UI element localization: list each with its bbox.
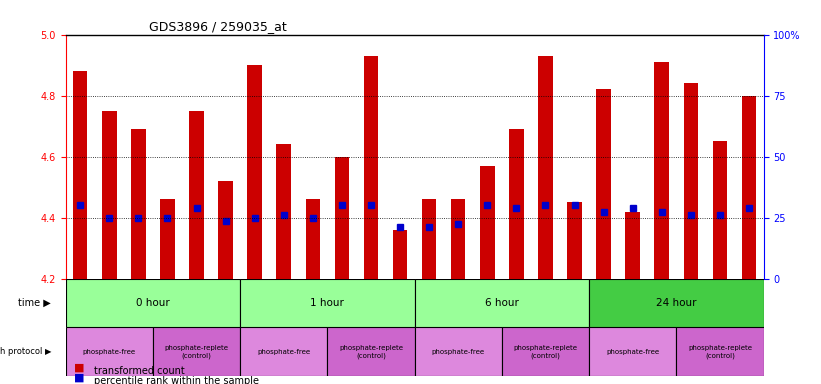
Bar bbox=[102, 111, 117, 279]
Bar bbox=[713, 141, 727, 279]
Bar bbox=[626, 212, 640, 279]
Text: phosphate-replete
(control): phosphate-replete (control) bbox=[339, 345, 403, 359]
Bar bbox=[422, 199, 437, 279]
Text: phosphate-replete
(control): phosphate-replete (control) bbox=[688, 345, 752, 359]
Bar bbox=[567, 202, 582, 279]
Text: percentile rank within the sample: percentile rank within the sample bbox=[94, 376, 259, 384]
Text: time ▶: time ▶ bbox=[18, 298, 51, 308]
Bar bbox=[654, 62, 669, 279]
Bar bbox=[335, 157, 349, 279]
FancyBboxPatch shape bbox=[677, 328, 764, 376]
FancyBboxPatch shape bbox=[589, 279, 764, 328]
Bar bbox=[451, 199, 466, 279]
Bar bbox=[741, 96, 756, 279]
Text: ■: ■ bbox=[74, 362, 85, 372]
Text: phosphate-free: phosphate-free bbox=[432, 349, 484, 355]
Text: phosphate-free: phosphate-free bbox=[83, 349, 135, 355]
Bar bbox=[190, 111, 204, 279]
Bar bbox=[277, 144, 291, 279]
FancyBboxPatch shape bbox=[66, 279, 241, 328]
FancyBboxPatch shape bbox=[241, 328, 328, 376]
Text: growth protocol ▶: growth protocol ▶ bbox=[0, 348, 51, 356]
Bar bbox=[596, 89, 611, 279]
Bar bbox=[73, 71, 88, 279]
Text: ■: ■ bbox=[74, 372, 85, 382]
Text: phosphate-replete
(control): phosphate-replete (control) bbox=[513, 345, 577, 359]
Bar bbox=[305, 199, 320, 279]
FancyBboxPatch shape bbox=[328, 328, 415, 376]
FancyBboxPatch shape bbox=[502, 328, 589, 376]
Bar bbox=[364, 56, 378, 279]
Text: 6 hour: 6 hour bbox=[485, 298, 519, 308]
FancyBboxPatch shape bbox=[415, 328, 502, 376]
FancyBboxPatch shape bbox=[415, 279, 589, 328]
Bar bbox=[247, 65, 262, 279]
Bar bbox=[160, 199, 175, 279]
Text: phosphate-replete
(control): phosphate-replete (control) bbox=[164, 345, 228, 359]
FancyBboxPatch shape bbox=[241, 279, 415, 328]
Bar bbox=[392, 230, 407, 279]
Text: 1 hour: 1 hour bbox=[310, 298, 344, 308]
FancyBboxPatch shape bbox=[589, 328, 677, 376]
Text: GDS3896 / 259035_at: GDS3896 / 259035_at bbox=[149, 20, 287, 33]
Bar bbox=[218, 181, 233, 279]
FancyBboxPatch shape bbox=[66, 328, 153, 376]
Text: phosphate-free: phosphate-free bbox=[606, 349, 659, 355]
Text: 0 hour: 0 hour bbox=[136, 298, 170, 308]
Bar bbox=[131, 129, 145, 279]
Text: transformed count: transformed count bbox=[94, 366, 186, 376]
Text: 24 hour: 24 hour bbox=[656, 298, 696, 308]
Bar bbox=[539, 56, 553, 279]
FancyBboxPatch shape bbox=[153, 328, 241, 376]
Bar bbox=[684, 83, 698, 279]
Text: phosphate-free: phosphate-free bbox=[257, 349, 310, 355]
Bar bbox=[480, 166, 494, 279]
Bar bbox=[509, 129, 524, 279]
